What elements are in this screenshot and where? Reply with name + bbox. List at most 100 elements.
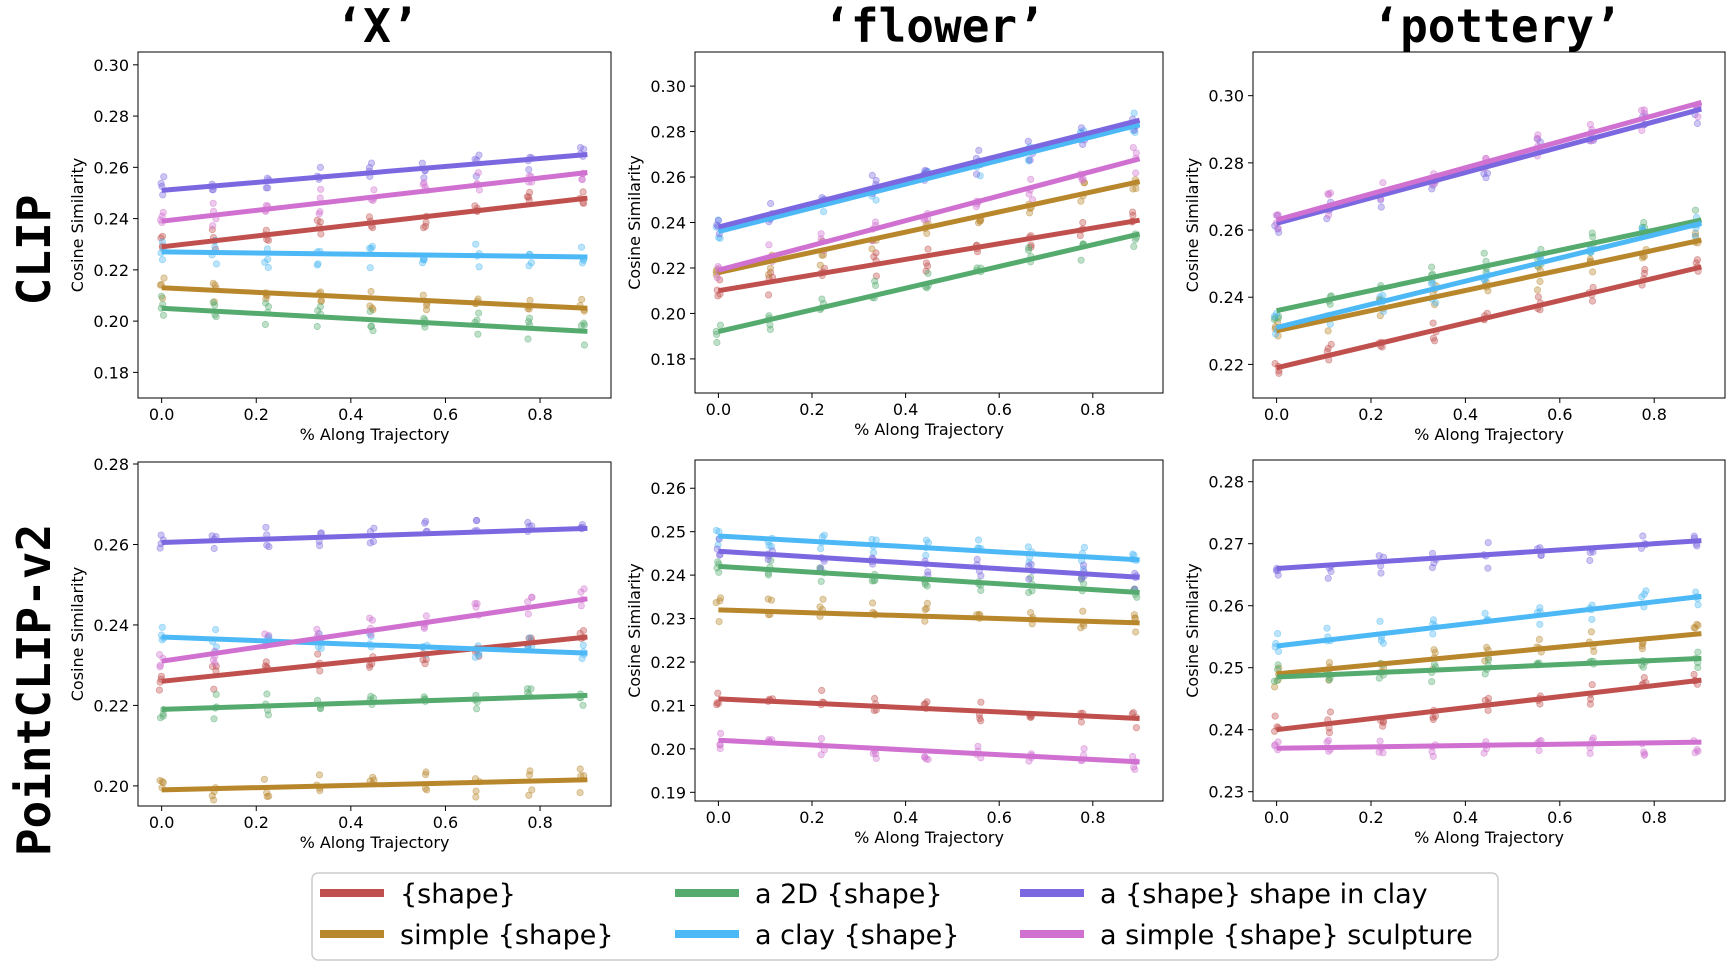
trend-line-clayshape	[717, 117, 1141, 230]
scatter-point	[1480, 249, 1488, 257]
y-tick-label: 0.26	[650, 168, 686, 187]
scatter-point	[716, 321, 725, 329]
scatter-point	[369, 537, 378, 546]
y-tick-label: 0.24	[1208, 721, 1244, 740]
scatter-point	[977, 698, 985, 706]
scatter-point	[764, 595, 772, 603]
scatter-point	[368, 616, 376, 624]
scatter-point	[261, 630, 269, 638]
scatter-point	[1027, 241, 1035, 249]
scatter-point	[1482, 174, 1490, 182]
scatter-point	[922, 259, 931, 267]
scatter-point	[418, 259, 427, 267]
scatter-point	[712, 330, 721, 338]
y-axis-label: Cosine Similarity	[1183, 158, 1202, 292]
scatter-point	[420, 624, 428, 632]
scatter-point	[1376, 617, 1384, 625]
scatter-point	[1640, 106, 1649, 114]
scatter-point	[159, 294, 167, 302]
scatter-point	[816, 261, 824, 269]
scatter-point	[211, 301, 219, 309]
y-tick-label: 0.30	[93, 56, 129, 75]
scatter-point	[212, 625, 220, 634]
trend-line-simple	[161, 777, 588, 793]
trend-line-simple	[717, 179, 1141, 275]
scatter-point	[1080, 179, 1089, 187]
y-tick-label: 0.20	[650, 304, 686, 323]
scatter-point	[1536, 604, 1544, 612]
scatter-point	[923, 229, 931, 237]
scatter-point	[1693, 620, 1701, 628]
scatter-point	[472, 603, 480, 611]
trend-line-twod	[1276, 217, 1702, 314]
scatter-point	[869, 549, 878, 557]
scatter-point	[1324, 574, 1332, 582]
legend-label-shape: {shape}	[400, 879, 516, 910]
scatter-point	[1379, 179, 1387, 187]
scatter-point	[577, 602, 585, 610]
scatter-point	[475, 652, 483, 660]
scatter-point	[316, 303, 324, 311]
scatter-point	[528, 593, 536, 602]
scatter-point	[1429, 630, 1437, 638]
scatter-point	[526, 634, 534, 642]
scatter-point	[1640, 269, 1649, 278]
scatter-point	[317, 185, 325, 193]
y-tick-label: 0.22	[1208, 355, 1244, 374]
x-tick-label: 0.8	[527, 813, 552, 832]
scatter-point	[471, 653, 479, 661]
trend-line-twod	[717, 231, 1141, 335]
scatter-point	[577, 243, 586, 251]
scatter-point	[1586, 556, 1594, 565]
scatter-point	[716, 729, 725, 738]
scatter-point	[1025, 558, 1033, 567]
scatter-point	[1483, 169, 1492, 177]
scatter-point	[527, 259, 536, 267]
scatter-point	[524, 598, 532, 606]
x-tick-label: 0.2	[1358, 405, 1383, 424]
scatter-point	[816, 603, 824, 611]
scatter-point	[524, 610, 533, 618]
scatter-point	[820, 531, 828, 539]
x-tick-label: 0.4	[338, 813, 363, 832]
scatter-point	[868, 599, 877, 607]
x-tick-label: 0.2	[244, 405, 269, 424]
scatter-point	[1025, 588, 1033, 597]
scatter-point	[767, 596, 776, 604]
scatter-point	[158, 232, 167, 240]
x-tick-label: 0.0	[149, 405, 174, 424]
scatter-point	[474, 330, 482, 338]
scatter-point	[1080, 543, 1089, 552]
scatter-point	[1427, 279, 1436, 287]
scatter-point	[369, 773, 377, 781]
scatter-point	[580, 341, 589, 349]
scatter-point	[716, 276, 724, 284]
scatter-point	[1025, 575, 1033, 583]
scatter-point	[528, 593, 536, 601]
scatter-point	[1430, 660, 1439, 668]
scatter-point	[765, 541, 773, 550]
trend-line-sculpture	[717, 156, 1141, 273]
scatter-point	[1691, 206, 1700, 214]
y-axis-label: Cosine Similarity	[625, 155, 644, 289]
scatter-point	[419, 291, 427, 299]
scatter-point	[1535, 635, 1544, 644]
scatter-point	[580, 321, 589, 329]
scatter-point	[313, 261, 321, 269]
scatter-point	[474, 651, 483, 659]
scatter-point	[766, 268, 775, 276]
x-axis-label: % Along Trajectory	[1414, 425, 1564, 444]
y-tick-label: 0.30	[1208, 87, 1244, 106]
scatter-point	[872, 176, 880, 185]
scatter-point	[370, 186, 378, 194]
trend-line-sculpture	[161, 170, 588, 224]
scatter-point	[315, 541, 324, 550]
scatter-point	[1274, 661, 1282, 669]
scatter-point	[975, 146, 983, 154]
scatter-point	[211, 659, 219, 668]
scatter-point	[367, 322, 376, 330]
y-tick-label: 0.24	[1208, 288, 1244, 307]
scatter-point	[1639, 663, 1648, 671]
scatter-point	[1377, 203, 1385, 211]
scatter-point	[1481, 670, 1489, 678]
